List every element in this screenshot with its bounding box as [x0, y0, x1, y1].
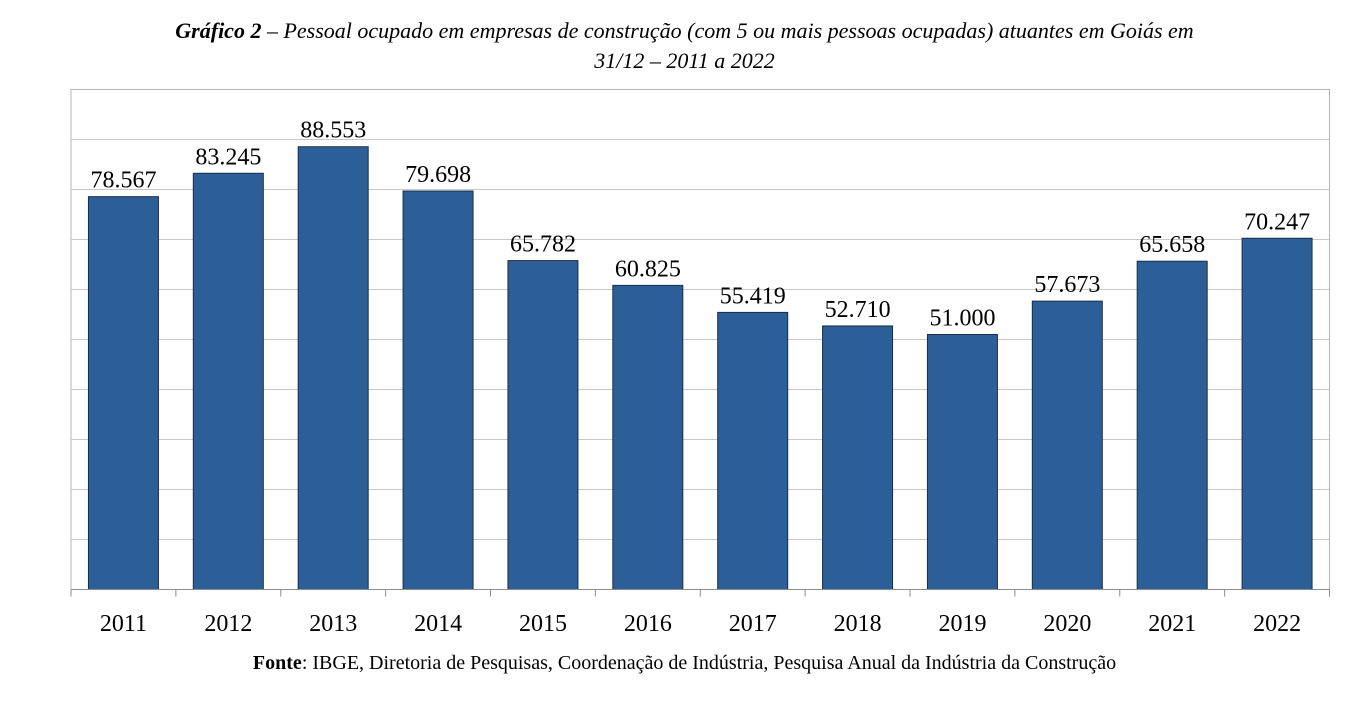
x-tick-label-2012: 2012 — [204, 611, 252, 637]
bar-2017 — [717, 311, 789, 590]
value-labels: 78.567 83.245 88.553 79.698 65.782 60.825 55.4… — [90, 118, 1310, 332]
bar-2013 — [297, 146, 369, 591]
bar-2014 — [402, 190, 474, 590]
chart-title-text: Pessoal ocupado em empresas de construçã… — [283, 18, 1194, 43]
chart-title-line-2: 31/12 – 2011 a 2022 — [594, 48, 775, 73]
data-label-2020: 57.673 — [1034, 272, 1100, 298]
x-tick-label-2016: 2016 — [624, 611, 672, 637]
data-label-2016: 60.825 — [615, 256, 681, 282]
bar-2022 — [1241, 237, 1313, 590]
source-note: Fonte: IBGE, Diretoria de Pesquisas, Coo… — [0, 650, 1369, 676]
bar-2012 — [192, 172, 264, 590]
data-label-2018: 52.710 — [825, 297, 891, 323]
x-tick-label-2011: 2011 — [100, 611, 147, 637]
x-tick-label-2014: 2014 — [414, 611, 462, 637]
x-tick-label-2021: 2021 — [1148, 611, 1196, 637]
x-axis: 2011 2012 2013 2014 2015 2016 2017 2018 2019 2020… — [70, 589, 1330, 637]
chart-title-line-1: Gráfico 2 – Pessoal ocupado em empresas … — [0, 16, 1369, 46]
data-label-2015: 65.782 — [510, 232, 576, 258]
data-label-2011: 78.567 — [90, 168, 156, 194]
x-tick-label-2015: 2015 — [519, 611, 567, 637]
chart-title: Gráfico 2 – Pessoal ocupado em empresas … — [0, 16, 1369, 76]
source-label: Fonte — [252, 652, 302, 674]
data-label-2017: 55.419 — [720, 283, 786, 309]
data-label-2014: 79.698 — [405, 162, 471, 188]
bar-2016 — [612, 284, 684, 590]
bars — [87, 146, 1313, 591]
x-tick-label-2022: 2022 — [1253, 611, 1301, 637]
bar-2019 — [926, 334, 998, 590]
x-tick-label-2017: 2017 — [729, 611, 777, 637]
bar-2018 — [822, 325, 894, 590]
data-label-2022: 70.247 — [1244, 209, 1310, 235]
data-label-2021: 65.658 — [1139, 232, 1205, 258]
data-label-2012: 83.245 — [195, 144, 261, 170]
bar-2015 — [507, 260, 579, 590]
x-tick-label-2013: 2013 — [309, 611, 357, 637]
source-text: : IBGE, Diretoria de Pesquisas, Coordena… — [301, 652, 1117, 674]
x-tick-label-2020: 2020 — [1043, 611, 1091, 637]
data-label-2013: 88.553 — [300, 118, 366, 144]
x-tick-label-2019: 2019 — [938, 611, 986, 637]
bar-2020 — [1031, 300, 1103, 590]
data-label-2019: 51.000 — [929, 306, 995, 332]
x-tick-label-2018: 2018 — [834, 611, 882, 637]
gridlines — [71, 139, 1330, 540]
bar-2021 — [1136, 260, 1208, 590]
bar-2011 — [87, 196, 159, 590]
chart-title-separator: – — [261, 18, 284, 43]
chart-title-label: Gráfico 2 — [175, 18, 262, 43]
